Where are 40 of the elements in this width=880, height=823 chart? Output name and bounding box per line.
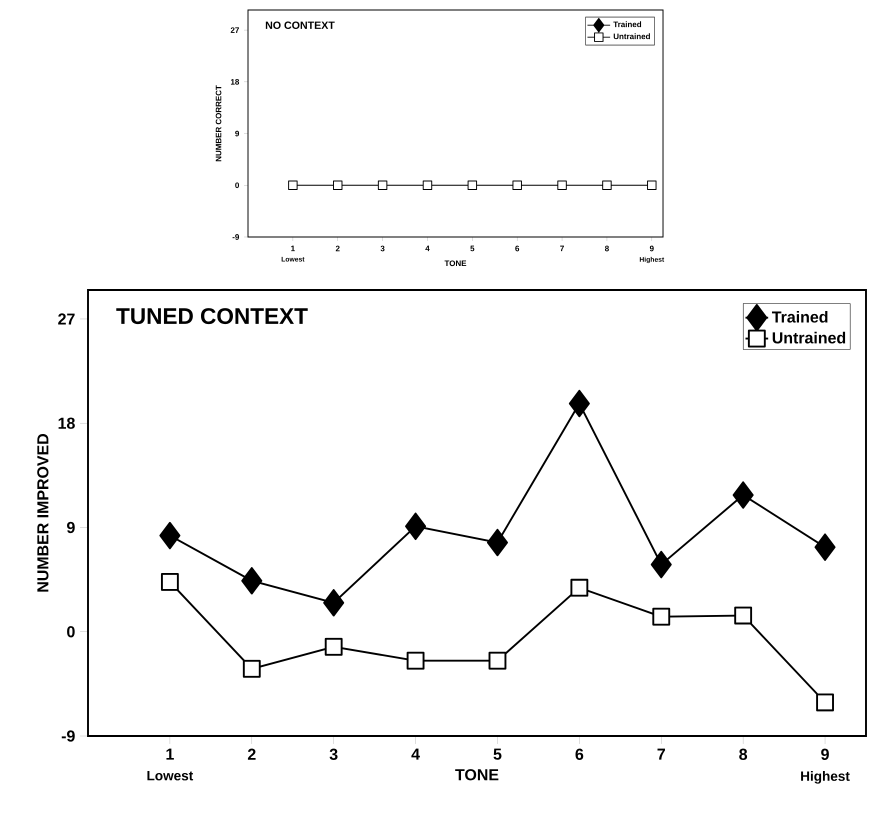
x-tick-label: 3	[330, 748, 338, 760]
text: NO CONTEXT	[266, 21, 335, 30]
point	[734, 606, 752, 624]
text: TUNED CONTEXT	[116, 308, 308, 324]
point	[159, 522, 180, 550]
y-tick-label: 18	[58, 418, 75, 429]
x-tick-label: 1	[166, 748, 174, 760]
legend-label: Untrained	[772, 332, 846, 344]
point	[242, 660, 261, 678]
point	[568, 390, 590, 418]
point	[486, 528, 508, 556]
point	[405, 512, 426, 540]
point	[324, 638, 343, 656]
point	[160, 573, 179, 591]
point	[650, 550, 672, 578]
point	[323, 589, 344, 616]
x-tick-label: 9	[821, 748, 829, 760]
x-axis-title: TONE	[455, 769, 498, 780]
y-tick-label: 9	[67, 522, 75, 534]
y-tick-label: -9	[62, 730, 75, 742]
x-tick-label: 6	[576, 748, 584, 760]
x-tick-label: 7	[658, 748, 665, 760]
text: Highest	[801, 770, 850, 784]
y-axis-title: NUMBER IMPROVED	[37, 434, 48, 592]
y-tick-label: 0	[67, 626, 75, 638]
legend-label: Trained	[772, 310, 828, 323]
text: Lowest	[147, 770, 194, 780]
point	[488, 652, 506, 670]
point	[652, 608, 670, 626]
point	[732, 481, 754, 509]
y-tick-label: 27	[58, 313, 75, 325]
x-tick-label: 4	[411, 748, 420, 760]
point	[570, 578, 588, 597]
point	[406, 652, 425, 670]
point	[814, 533, 836, 561]
point	[816, 693, 834, 712]
point	[241, 567, 262, 594]
x-tick-label: 8	[739, 748, 748, 760]
x-tick-label: 2	[248, 748, 256, 760]
x-tick-label: 5	[494, 748, 502, 760]
